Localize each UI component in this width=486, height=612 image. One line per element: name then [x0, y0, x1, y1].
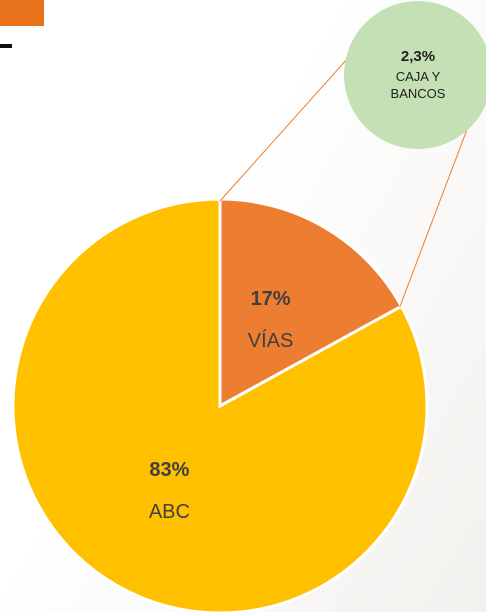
pie-slice	[218, 197, 404, 409]
callout-value: 2,3%	[400, 48, 436, 65]
callout-connector	[219, 57, 349, 202]
callout-name: CAJA Y BANCOS	[390, 69, 446, 101]
logo-dash	[0, 44, 12, 48]
callout-bubble	[344, 1, 486, 149]
slice-name-label: ABC	[149, 501, 190, 523]
callout-label: 2,3% CAJA Y BANCOS	[370, 48, 466, 102]
logo-block	[0, 0, 44, 26]
slice-name-label: VÍAS	[248, 329, 294, 352]
pie-slice	[11, 197, 429, 612]
slice-value-label: 83%	[149, 459, 189, 481]
slice-value-label: 17%	[251, 288, 291, 310]
